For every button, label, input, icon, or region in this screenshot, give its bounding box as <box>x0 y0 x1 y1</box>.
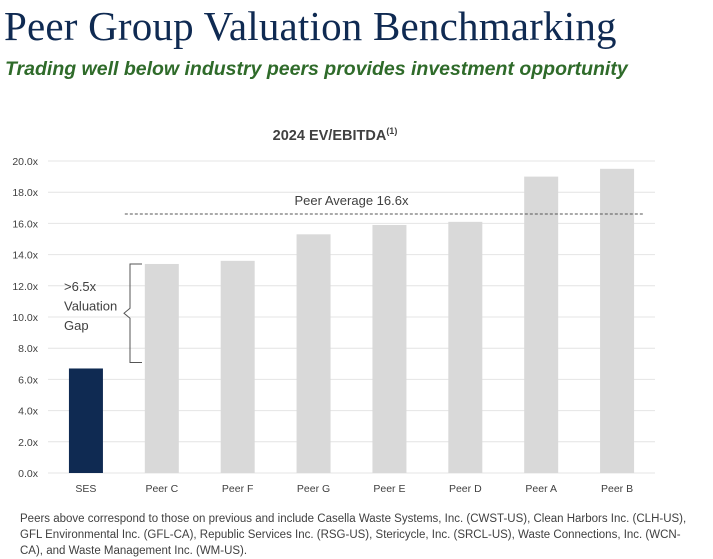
page-title: Peer Group Valuation Benchmarking <box>4 3 617 49</box>
valuation-gap-label: >6.5x <box>64 279 97 294</box>
bar-peer-g <box>296 234 331 473</box>
valuation-gap-label: Valuation <box>64 298 117 313</box>
bar-ses <box>68 368 103 473</box>
peer-average-label: Peer Average 16.6x <box>295 193 409 208</box>
bar-peer-b <box>600 168 635 474</box>
y-tick-label: 8.0x <box>18 343 39 355</box>
y-tick-label: 20.0x <box>12 156 38 168</box>
bar-peer-d <box>448 221 483 473</box>
y-tick-label: 14.0x <box>12 250 38 262</box>
bar-peer-e <box>372 224 407 473</box>
y-tick-label: 16.0x <box>12 218 38 230</box>
chart-title: 2024 EV/EBITDA(1) <box>273 126 398 144</box>
bar-peer-f <box>220 260 255 473</box>
page-subtitle: Trading well below industry peers provid… <box>5 58 628 80</box>
x-tick-label: Peer A <box>525 483 557 495</box>
y-tick-label: 10.0x <box>12 312 38 324</box>
y-tick-label: 6.0x <box>18 374 39 386</box>
footnote: Peers above correspond to those on previ… <box>20 513 687 557</box>
x-tick-label: Peer B <box>601 483 633 495</box>
y-tick-label: 12.0x <box>12 281 38 293</box>
x-tick-label: Peer G <box>297 483 330 495</box>
chart-title-superscript: (1) <box>386 126 397 136</box>
x-tick-label: Peer C <box>145 483 178 495</box>
ev-ebitda-chart: 2024 EV/EBITDA(1) 0.0x 2.0x 4.0x 6.0x 8.0x 10… <box>12 126 655 495</box>
x-tick-label: Peer E <box>373 483 405 495</box>
chart-title-text: 2024 EV/EBITDA <box>273 128 387 144</box>
valuation-gap-bracket <box>123 263 142 363</box>
y-tick-label: 2.0x <box>18 437 39 449</box>
valuation-gap-label: Gap <box>64 318 89 333</box>
y-tick-label: 18.0x <box>12 187 38 199</box>
y-tick-label: 0.0x <box>18 468 39 480</box>
y-tick-label: 4.0x <box>18 406 39 418</box>
x-tick-label: Peer F <box>222 483 254 495</box>
bar-peer-a <box>524 176 559 473</box>
x-tick-label: Peer D <box>449 483 482 495</box>
x-tick-label: SES <box>75 483 96 495</box>
bar-peer-c <box>144 263 179 473</box>
